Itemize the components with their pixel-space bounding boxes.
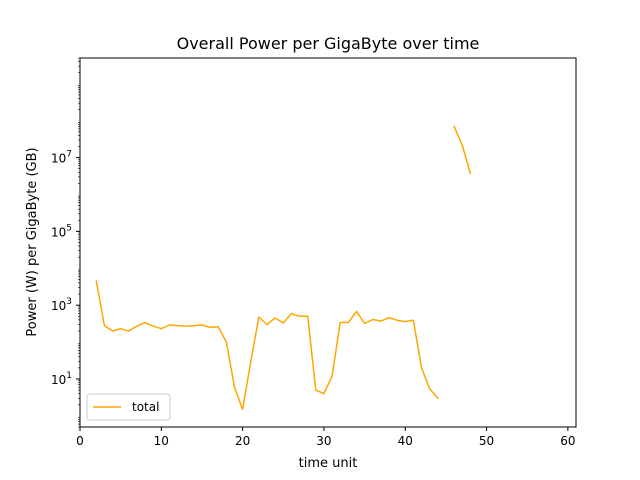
plot-area: [95, 125, 472, 411]
legend: total: [86, 393, 171, 421]
x-tick-label: 60: [560, 434, 575, 448]
x-tick-label: 50: [479, 434, 494, 448]
x-tick-label: 10: [154, 434, 169, 448]
series-line-total-segment-1: [453, 125, 472, 175]
y-axis-label: Power (W) per GigaByte (GB): [25, 147, 40, 336]
chart-title: Overall Power per GigaByte over time: [177, 34, 480, 53]
series-line-total-segment-0: [95, 280, 439, 411]
legend-label: total: [132, 400, 159, 414]
legend-box: [86, 393, 171, 421]
y-tick-label: 103: [51, 297, 72, 313]
x-tick-label: 30: [316, 434, 331, 448]
y-axis: 101 103 105 107: [51, 57, 80, 428]
y-tick-label: 101: [51, 371, 72, 387]
x-axis-label: time unit: [299, 456, 358, 471]
x-tick-label: 40: [398, 434, 413, 448]
y-tick-label: 107: [51, 150, 72, 166]
x-axis: 0 10 20 30 40 50 60: [76, 427, 576, 448]
x-tick-label: 0: [76, 434, 84, 448]
x-tick-label: 20: [235, 434, 250, 448]
y-tick-label: 105: [51, 223, 72, 239]
